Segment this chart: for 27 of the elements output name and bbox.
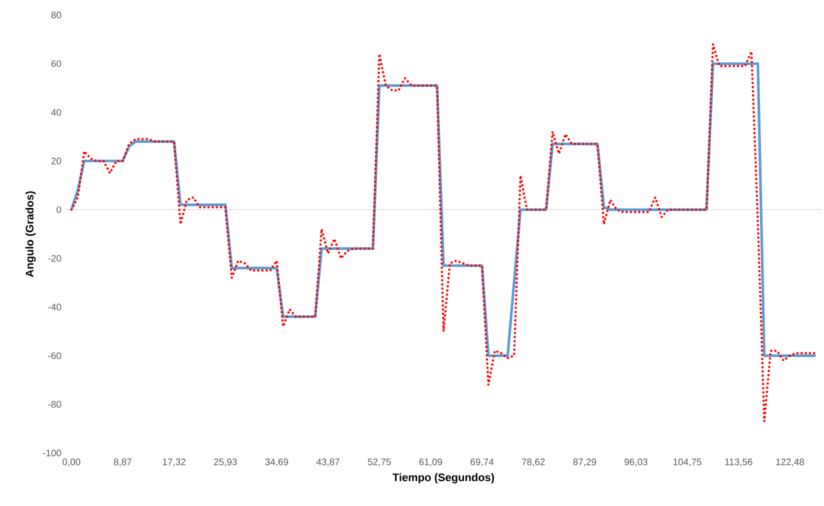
x-tick-label: 17,32 xyxy=(162,458,186,466)
x-tick-label: 43,87 xyxy=(316,458,340,466)
x-axis-title: Tiempo (Segundos) xyxy=(392,473,494,484)
x-tick-label: 96,03 xyxy=(624,458,648,466)
y-tick-label: -80 xyxy=(48,400,62,408)
x-tick-label: 25,93 xyxy=(214,458,237,466)
x-tick-label: 8,87 xyxy=(114,458,132,466)
y-axis-title: Angulo (Grados) xyxy=(25,191,36,277)
x-tick-label: 78,62 xyxy=(522,458,545,466)
y-tick-label: 0 xyxy=(56,206,62,214)
x-tick-label: 122,48 xyxy=(776,458,804,466)
x-tick-label: 34,69 xyxy=(265,458,288,466)
y-tick-label: 60 xyxy=(51,60,62,68)
y-tick-label: 80 xyxy=(51,12,62,18)
x-tick-label: 87,29 xyxy=(573,458,596,466)
y-tick-label: 40 xyxy=(51,108,62,116)
x-tick-label: 0,00 xyxy=(62,458,80,466)
x-tick-label: 113,56 xyxy=(725,458,752,466)
x-tick-label: 52,75 xyxy=(368,458,391,466)
x-tick-label: 104,75 xyxy=(674,458,702,466)
y-tick-label: -20 xyxy=(48,254,62,262)
x-tick-label: 61,09 xyxy=(419,458,442,466)
y-tick-label: -100 xyxy=(42,450,62,456)
y-tick-label: 20 xyxy=(51,158,62,164)
y-tick-label: -60 xyxy=(48,352,62,360)
y-tick-label: -40 xyxy=(48,304,62,310)
x-tick-label: 69,74 xyxy=(470,458,494,466)
